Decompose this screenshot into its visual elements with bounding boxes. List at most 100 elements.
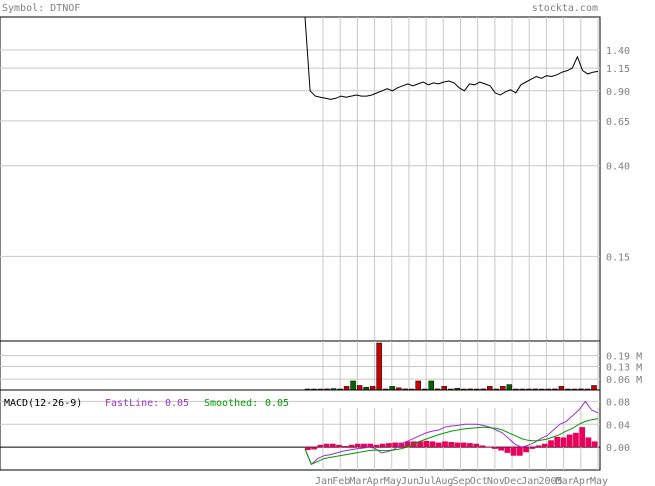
- x-axis-label: Nov: [487, 476, 505, 486]
- volume-bar: [369, 386, 376, 391]
- macd-histogram-bar: [423, 440, 430, 448]
- volume-axis-ticks: 0.19 M0.13 M0.06 M: [606, 352, 642, 387]
- x-axis-labels: Jan Feb Mar Apr May Jun Jul Aug Sep Oct Nov Dec Jan 2…: [315, 476, 608, 486]
- macd-histogram-bar: [454, 442, 461, 448]
- macd-tick-label: 0.00: [606, 443, 630, 454]
- macd-histogram-bar: [417, 441, 423, 448]
- macd-histogram-bar: [479, 445, 486, 448]
- macd-histogram-bar: [566, 434, 573, 448]
- macd-title: MACD(12-26-9): [4, 398, 82, 409]
- volume-grid: [0, 341, 600, 390]
- x-axis-label: Oct: [470, 476, 488, 486]
- macd-histogram-bar: [392, 442, 399, 448]
- macd-axis-ticks: 0.08 0.04 0.00: [606, 397, 630, 454]
- x-axis-label: May: [384, 476, 402, 486]
- volume-bar: [500, 386, 506, 391]
- volume-bar: [487, 386, 493, 391]
- macd-histogram-bar: [473, 443, 480, 448]
- x-axis-label: Aug: [435, 476, 453, 486]
- volume-bar: [376, 342, 382, 391]
- macd-histogram-bar: [573, 432, 579, 448]
- price-tick-label: 0.40: [606, 162, 630, 173]
- macd-histogram-bar: [336, 444, 342, 448]
- price-tick-label: 0.15: [606, 252, 630, 263]
- volume-bar: [428, 380, 434, 391]
- price-grid: [0, 17, 600, 341]
- macd-histogram-bar: [429, 441, 436, 448]
- x-axis-label: Jan: [315, 476, 333, 486]
- volume-bar: [558, 386, 565, 391]
- price-tick-label: 1.15: [606, 64, 630, 75]
- volume-bar: [441, 386, 447, 391]
- macd-histogram-bar: [311, 447, 317, 450]
- volume-tick-label: 0.19 M: [606, 352, 642, 363]
- x-axis-label: 2005: [538, 476, 562, 486]
- x-axis-label: Apr: [573, 476, 591, 486]
- price-tick-label: 0.65: [606, 117, 630, 128]
- x-axis-label: Mar: [556, 476, 574, 486]
- macd-panel: 0.08 0.04 0.00 MACD(12-26-9) FastLine: 0.0…: [0, 389, 630, 471]
- volume-bar: [389, 386, 395, 391]
- macd-histogram-bar: [504, 447, 511, 453]
- macd-histogram-bar: [585, 437, 592, 448]
- macd-histogram-bar: [554, 436, 561, 448]
- macd-histogram-bar: [498, 447, 504, 451]
- macd-fastline: [304, 400, 599, 466]
- macd-histogram-bar: [579, 427, 586, 448]
- site-label: stockta.com: [532, 3, 598, 14]
- symbol-label: Symbol: DTNOF: [2, 3, 80, 14]
- macd-tick-label: 0.04: [606, 420, 630, 431]
- volume-bar: [350, 380, 356, 391]
- macd-histogram-bar: [460, 442, 467, 448]
- volume-panel: 0.19 M0.13 M0.06 M: [0, 340, 642, 391]
- macd-histogram-bar: [386, 443, 392, 448]
- macd-smoothed-line: [304, 418, 599, 465]
- x-axis-label: Feb: [332, 476, 350, 486]
- macd-histogram-bar: [541, 443, 548, 448]
- x-axis-label: Jan: [521, 476, 539, 486]
- macd-histogram-bar: [467, 443, 473, 448]
- volume-bar: [356, 385, 363, 391]
- macd-panel-border: [0, 389, 601, 471]
- x-axis-label: Jun: [401, 476, 419, 486]
- macd-histogram-bar: [535, 445, 542, 448]
- x-axis-label: Apr: [367, 476, 385, 486]
- fastline-legend-value: 0.05: [165, 398, 189, 409]
- macd-histogram-bar: [305, 447, 311, 450]
- macd-histogram-bar: [317, 444, 324, 448]
- macd-histogram-bar: [510, 447, 517, 456]
- macd-histogram-bar: [485, 446, 492, 448]
- macd-histogram-bar: [442, 441, 448, 448]
- macd-lines: [304, 400, 599, 466]
- macd-histogram-bar: [361, 443, 367, 448]
- macd-histogram-bar: [398, 442, 405, 448]
- macd-histogram-bar: [354, 443, 361, 448]
- volume-tick-label: 0.13 M: [606, 363, 642, 374]
- volume-bar: [506, 384, 513, 391]
- macd-histogram-bar: [548, 440, 554, 448]
- x-axis-label: Dec: [504, 476, 522, 486]
- volume-bar: [415, 380, 421, 391]
- price-line: [304, 16, 599, 100]
- price-axis-ticks: 1.40 1.15 0.90 0.65 0.40 0.15: [606, 46, 630, 263]
- fastline-legend-label: FastLine:: [105, 398, 159, 409]
- macd-histogram-bar: [516, 447, 523, 456]
- macd-histogram-bar: [523, 447, 529, 453]
- macd-histogram-bar: [404, 441, 411, 448]
- macd-histogram-bar: [560, 437, 567, 448]
- price-tick-label: 0.90: [606, 87, 630, 98]
- macd-histogram-bar: [529, 447, 536, 449]
- macd-histogram-bar: [329, 443, 336, 448]
- macd-histogram-bar: [348, 444, 355, 448]
- x-axis-label: Mar: [349, 476, 367, 486]
- macd-tick-label: 0.08: [606, 397, 630, 408]
- macd-histogram: [305, 427, 598, 456]
- price-line-group: [304, 16, 599, 100]
- macd-histogram-bar: [323, 443, 330, 448]
- macd-histogram-bar: [373, 444, 380, 448]
- x-axis-label: Jul: [418, 476, 436, 486]
- smoothed-legend-label: Smoothed:: [204, 398, 258, 409]
- macd-histogram-bar: [591, 441, 598, 448]
